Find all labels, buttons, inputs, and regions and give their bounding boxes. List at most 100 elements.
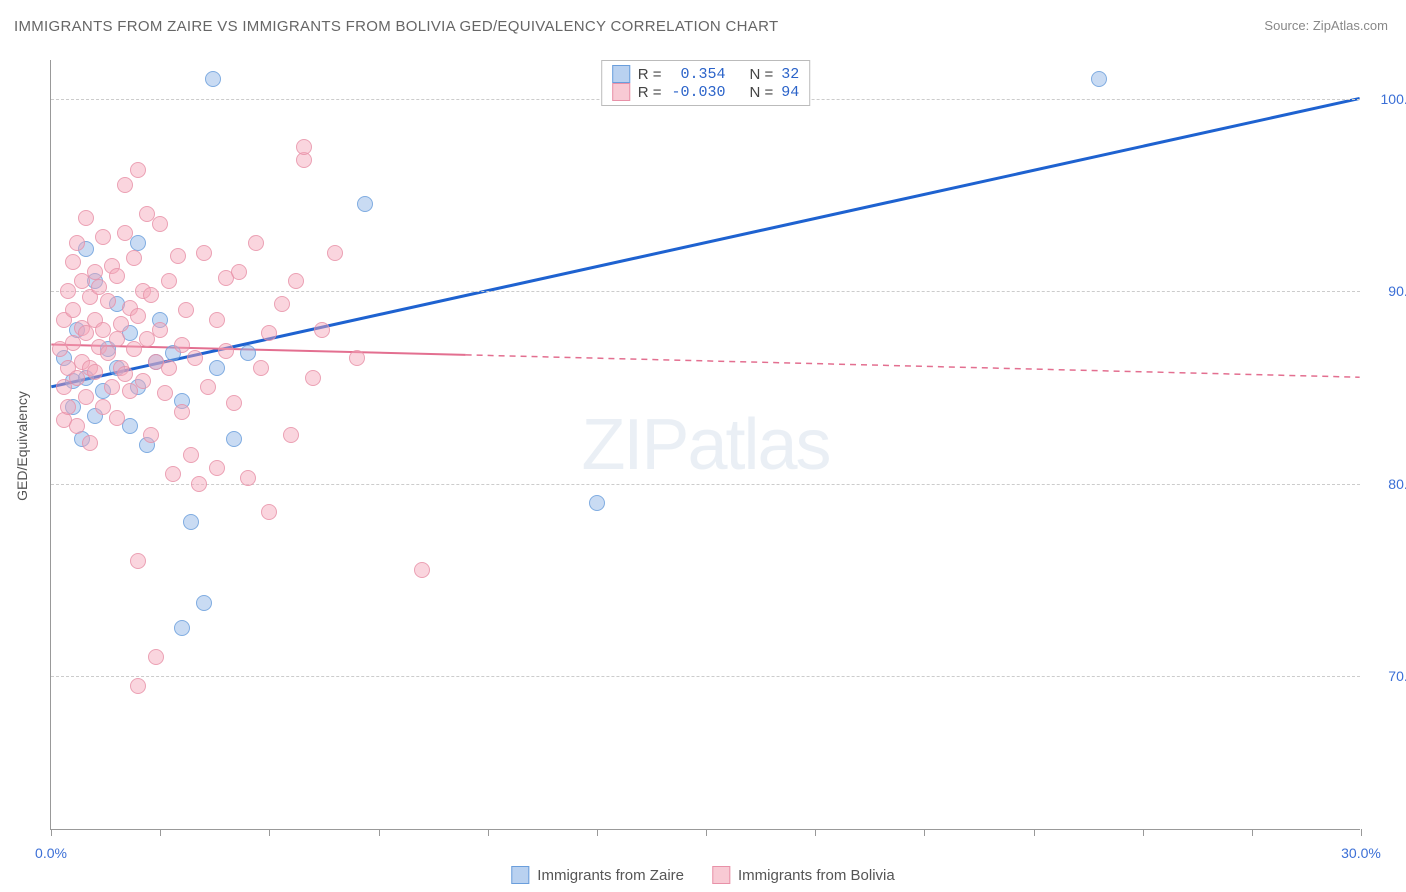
data-point [191, 476, 207, 492]
data-point [65, 302, 81, 318]
legend-correlation-row: R = -0.030 N = 94 [612, 83, 800, 101]
data-point [261, 504, 277, 520]
x-tick-mark [1034, 829, 1035, 836]
legend-series-label: Immigrants from Zaire [537, 867, 684, 884]
x-tick-mark [1252, 829, 1253, 836]
r-value: -0.030 [669, 84, 725, 101]
data-point [87, 364, 103, 380]
data-point [196, 245, 212, 261]
legend-correlation-row: R =0.354N =32 [612, 65, 800, 83]
n-value: 94 [781, 84, 799, 101]
data-point [274, 296, 290, 312]
y-axis-label: GED/Equivalency [14, 391, 30, 501]
x-tick-mark [597, 829, 598, 836]
x-tick-mark [51, 829, 52, 836]
data-point [143, 287, 159, 303]
data-point [117, 225, 133, 241]
legend-series: Immigrants from Zaire Immigrants from Bol… [511, 866, 894, 884]
data-point [174, 404, 190, 420]
legend-swatch [612, 65, 630, 83]
data-point [161, 273, 177, 289]
data-point [240, 470, 256, 486]
data-point [113, 316, 129, 332]
legend-series-item: Immigrants from Zaire [511, 866, 684, 884]
legend-correlation-box: R =0.354N =32R = -0.030 N = 94 [601, 60, 811, 106]
data-point [65, 254, 81, 270]
data-point [357, 196, 373, 212]
trend-lines-layer [51, 60, 1360, 829]
y-tick-label: 100.0% [1368, 91, 1406, 107]
data-point [248, 235, 264, 251]
x-tick-mark [1143, 829, 1144, 836]
data-point [78, 389, 94, 405]
data-point [305, 370, 321, 386]
x-tick-mark [924, 829, 925, 836]
data-point [152, 322, 168, 338]
r-label: R = [638, 66, 662, 83]
data-point [226, 431, 242, 447]
data-point [78, 210, 94, 226]
data-point [82, 435, 98, 451]
legend-series-label: Immigrants from Bolivia [738, 867, 895, 884]
x-tick-label: 30.0% [1341, 845, 1381, 861]
data-point [200, 379, 216, 395]
data-point [196, 595, 212, 611]
data-point [87, 264, 103, 280]
data-point [143, 427, 159, 443]
data-point [218, 343, 234, 359]
data-point [109, 410, 125, 426]
data-point [165, 466, 181, 482]
y-tick-label: 70.0% [1368, 668, 1406, 684]
data-point [209, 460, 225, 476]
data-point [178, 302, 194, 318]
data-point [157, 385, 173, 401]
source-value: ZipAtlas.com [1313, 18, 1388, 33]
data-point [183, 447, 199, 463]
data-point [104, 379, 120, 395]
legend-swatch [511, 866, 529, 884]
x-tick-mark [379, 829, 380, 836]
plot-area: R =0.354N =32R =-0.030N =94 ZIPatlas 70.… [50, 60, 1360, 830]
x-tick-mark [269, 829, 270, 836]
data-point [109, 331, 125, 347]
data-point [152, 216, 168, 232]
data-point [60, 399, 76, 415]
gridline-h [51, 291, 1360, 292]
x-tick-mark [1361, 829, 1362, 836]
x-tick-mark [815, 829, 816, 836]
y-tick-label: 90.0% [1368, 283, 1406, 299]
data-point [283, 427, 299, 443]
data-point [170, 248, 186, 264]
n-label: N = [749, 84, 773, 101]
data-point [589, 495, 605, 511]
data-point [130, 235, 146, 251]
chart-title: IMMIGRANTS FROM ZAIRE VS IMMIGRANTS FROM… [14, 18, 1392, 35]
data-point [135, 373, 151, 389]
data-point [414, 562, 430, 578]
legend-swatch [612, 83, 630, 101]
data-point [130, 678, 146, 694]
data-point [296, 139, 312, 155]
data-point [288, 273, 304, 289]
data-point [174, 620, 190, 636]
data-point [314, 322, 330, 338]
legend-series-item: Immigrants from Bolivia [712, 866, 895, 884]
data-point [130, 553, 146, 569]
x-tick-mark [488, 829, 489, 836]
data-point [130, 308, 146, 324]
data-point [100, 293, 116, 309]
data-point [209, 360, 225, 376]
r-label: R = [638, 84, 662, 101]
data-point [100, 345, 116, 361]
x-tick-mark [706, 829, 707, 836]
source-label: Source: [1264, 18, 1309, 33]
gridline-h [51, 676, 1360, 677]
n-value: 32 [781, 66, 799, 83]
data-point [109, 268, 125, 284]
data-point [174, 337, 190, 353]
data-point [183, 514, 199, 530]
x-tick-label: 0.0% [35, 845, 67, 861]
data-point [205, 71, 221, 87]
data-point [95, 399, 111, 415]
data-point [161, 360, 177, 376]
